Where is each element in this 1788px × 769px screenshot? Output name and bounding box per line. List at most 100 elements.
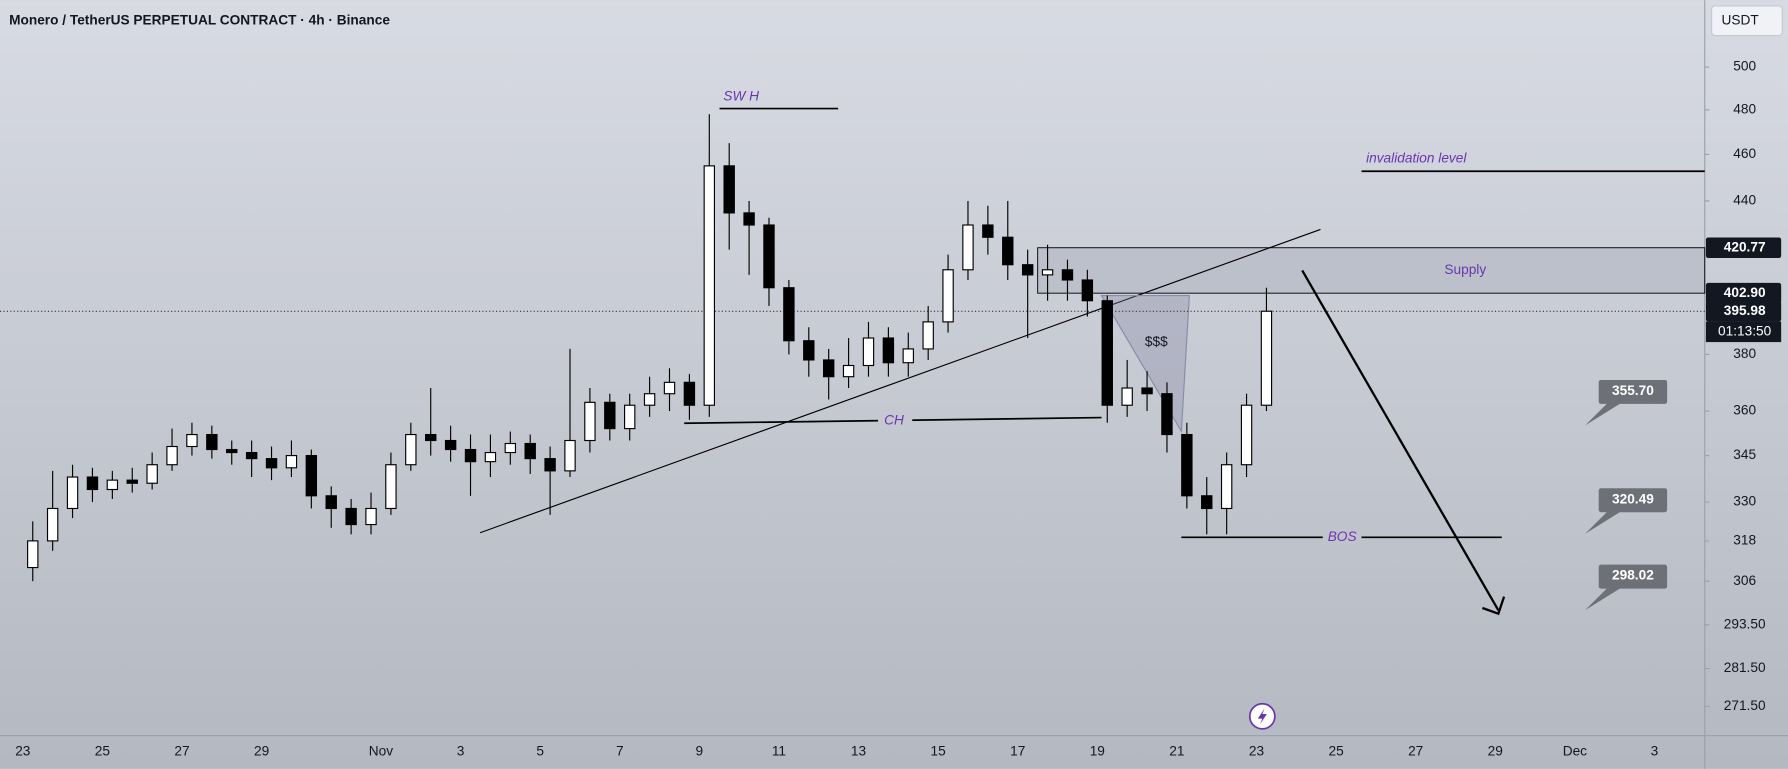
candle-body — [265, 458, 278, 469]
candle-body — [484, 451, 497, 463]
x-tick-label: 29 — [254, 743, 269, 758]
candle-body — [962, 224, 974, 271]
candle-body — [27, 540, 39, 569]
candle-body — [1201, 495, 1213, 510]
candle-body — [365, 507, 377, 526]
candle-body — [325, 495, 337, 510]
candle-body — [464, 448, 477, 463]
x-tick-label: 27 — [1408, 743, 1423, 758]
x-tick-label: Dec — [1563, 743, 1587, 758]
candle-body — [803, 340, 815, 361]
candle-body — [783, 287, 795, 342]
candle-body — [1021, 264, 1034, 276]
candle-body — [982, 224, 994, 238]
y-tick-label: 500 — [1733, 59, 1756, 74]
candle-body — [524, 442, 536, 460]
bos-label-bg — [1322, 528, 1362, 545]
candle-body — [245, 451, 258, 460]
candle-body — [1141, 387, 1153, 395]
candle-body — [504, 442, 517, 454]
callout-label: 355.70 — [1612, 383, 1654, 398]
callout-label: 298.02 — [1612, 568, 1654, 583]
x-tick-label: 15 — [931, 743, 947, 758]
y-tick-label: 345 — [1733, 447, 1756, 462]
x-tick-label: Nov — [369, 743, 393, 758]
price-tag-label: 395.98 — [1724, 303, 1766, 318]
y-tick-label: 380 — [1733, 346, 1756, 361]
candle-body — [663, 381, 676, 395]
projection-arrow — [1301, 269, 1500, 611]
price-tag — [1705, 301, 1782, 322]
candle-body — [624, 404, 636, 430]
candle-body — [1161, 393, 1173, 436]
candle-body — [1220, 464, 1233, 510]
x-tick-label: 3 — [1651, 743, 1659, 758]
candle-body — [1041, 269, 1054, 276]
candle-body — [345, 507, 357, 526]
candle-body — [385, 464, 397, 510]
candle-body — [544, 458, 556, 472]
candle-body — [126, 479, 138, 484]
x-tick-label: 25 — [95, 743, 111, 758]
liquidity-label: $$$ — [1145, 334, 1168, 349]
countdown: 01:13:50 — [1718, 323, 1772, 338]
y-tick-label: 360 — [1733, 403, 1756, 418]
candle-body — [882, 337, 895, 364]
bos-label: BOS — [1328, 529, 1357, 544]
candle-body — [66, 476, 79, 510]
callout-box — [1598, 488, 1668, 513]
callout-label: 320.49 — [1612, 491, 1654, 506]
candle-body — [1101, 300, 1113, 406]
candle-body — [1181, 433, 1193, 497]
price-tag-label: 402.90 — [1724, 285, 1766, 300]
supply-label: Supply — [1444, 262, 1486, 277]
candle-body — [604, 401, 616, 430]
candle-body — [723, 165, 735, 214]
x-tick-label: 23 — [1249, 743, 1264, 758]
candle-body — [444, 439, 457, 451]
x-tick-label: 3 — [457, 743, 465, 758]
trendline — [479, 228, 1321, 534]
candle-body — [146, 464, 158, 484]
ch-label-bg — [878, 411, 913, 428]
x-tick-label: 25 — [1328, 743, 1344, 758]
ch-label: CH — [884, 413, 904, 428]
x-tick-label: 5 — [536, 743, 544, 758]
callout-pointer — [1585, 402, 1622, 426]
y-tick-label: 440 — [1733, 193, 1756, 208]
candle-body — [643, 393, 656, 406]
x-tick-label: 29 — [1488, 743, 1503, 758]
y-tick-label: 480 — [1733, 101, 1756, 116]
y-tick-label: 318 — [1733, 532, 1756, 547]
x-tick-label: 13 — [851, 743, 866, 758]
candle-body — [842, 364, 855, 378]
price-tag — [1705, 237, 1782, 258]
x-tick-label: 7 — [616, 743, 624, 758]
candle-body — [1061, 269, 1074, 281]
candle-body — [942, 269, 954, 323]
callout-box — [1598, 564, 1668, 589]
y-tick-label: 293.50 — [1724, 616, 1766, 631]
callout-box — [1598, 379, 1668, 404]
callout-pointer — [1585, 587, 1622, 611]
candle-body — [46, 507, 59, 542]
supply-zone — [1037, 247, 1706, 294]
price-tag-label: 420.77 — [1724, 239, 1766, 254]
candle-body — [902, 348, 914, 364]
candle-body — [763, 224, 775, 289]
x-tick-label: 19 — [1090, 743, 1105, 758]
x-tick-label: 27 — [174, 743, 189, 758]
candle-body — [1081, 279, 1094, 302]
currency: USDT — [1721, 12, 1759, 27]
candle-body — [703, 165, 716, 406]
currency-box[interactable] — [1711, 5, 1783, 37]
chart-title: Monero / TetherUS PERPETUAL CONTRACT · 4… — [9, 12, 390, 27]
x-tick-label: 21 — [1169, 743, 1184, 758]
candle-body — [1002, 236, 1014, 266]
y-tick-label: 306 — [1733, 573, 1756, 588]
swing-high-label: SW H — [723, 89, 759, 104]
invalidation-label: invalidation level — [1366, 150, 1467, 165]
replay-bolt — [1257, 708, 1267, 725]
y-tick-label: 330 — [1733, 494, 1756, 509]
